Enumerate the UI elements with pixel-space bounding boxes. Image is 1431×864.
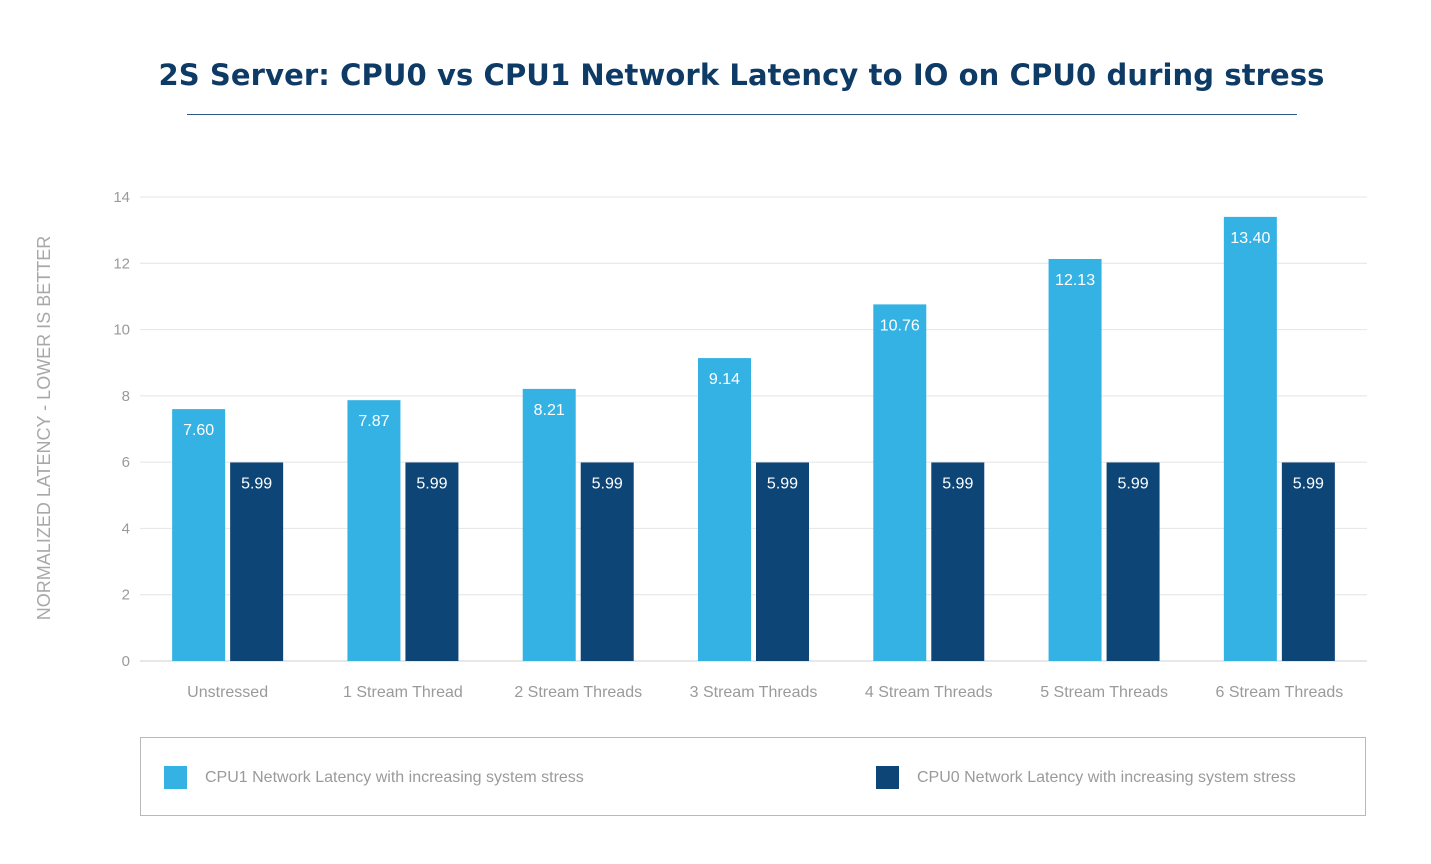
y-tick-label: 4 bbox=[122, 520, 130, 537]
x-tick-label: Unstressed bbox=[187, 684, 268, 701]
data-label: 7.60 bbox=[183, 422, 214, 439]
data-label: 5.99 bbox=[416, 475, 447, 492]
legend: CPU1 Network Latency with increasing sys… bbox=[140, 737, 1366, 816]
x-axis-ticks: Unstressed 1 Stream Thread 2 Stream Thread… bbox=[187, 684, 1343, 701]
y-axis-ticks: 0 2 4 6 8 10 12 14 bbox=[113, 189, 130, 670]
legend-swatch-cpu0 bbox=[876, 766, 899, 789]
title-divider bbox=[187, 114, 1297, 115]
data-label: 8.21 bbox=[534, 402, 565, 419]
bar-cpu0 bbox=[931, 462, 985, 661]
gridlines bbox=[140, 196, 1367, 662]
data-label: 5.99 bbox=[767, 475, 798, 492]
legend-label-cpu1: CPU1 Network Latency with increasing sys… bbox=[205, 768, 584, 786]
data-label: 9.14 bbox=[709, 371, 740, 388]
legend-item-cpu1: CPU1 Network Latency with increasing sys… bbox=[164, 766, 584, 789]
legend-label-cpu0: CPU0 Network Latency with increasing sys… bbox=[917, 768, 1296, 786]
y-axis-label: NORMALIZED LATENCY - LOWER IS BETTER bbox=[34, 236, 54, 620]
bars: 7.60 5.99 7.87 5.99 8.21 5.99 9.14 5.99 10.76 5.9… bbox=[172, 216, 1335, 661]
data-label: 5.99 bbox=[1118, 475, 1149, 492]
data-label: 5.99 bbox=[942, 475, 973, 492]
legend-item-cpu0: CPU0 Network Latency with increasing sys… bbox=[876, 766, 1296, 789]
y-tick-label: 8 bbox=[122, 388, 130, 405]
y-tick-label: 14 bbox=[113, 189, 130, 206]
bar-cpu1 bbox=[1048, 258, 1102, 661]
y-tick-label: 12 bbox=[113, 255, 130, 272]
bar-cpu1 bbox=[873, 304, 927, 661]
x-tick-label: 5 Stream Threads bbox=[1040, 684, 1168, 701]
data-label: 12.13 bbox=[1055, 272, 1095, 289]
data-label: 5.99 bbox=[241, 475, 272, 492]
bar-chart: 0 2 4 6 8 10 12 14 NORMALIZED LATENCY - LOWER I… bbox=[34, 189, 1367, 701]
bar-cpu0 bbox=[405, 462, 459, 661]
y-tick-label: 6 bbox=[122, 454, 130, 471]
data-label: 7.87 bbox=[358, 413, 389, 430]
bar-cpu1 bbox=[522, 388, 576, 661]
legend-swatch-cpu1 bbox=[164, 766, 187, 789]
data-label: 10.76 bbox=[880, 317, 920, 334]
bar-cpu0 bbox=[230, 462, 284, 661]
data-label: 5.99 bbox=[1293, 475, 1324, 492]
x-tick-label: 2 Stream Threads bbox=[514, 684, 642, 701]
y-tick-label: 0 bbox=[122, 653, 130, 670]
bar-cpu1 bbox=[1223, 216, 1277, 661]
chart-title: 2S Server: CPU0 vs CPU1 Network Latency … bbox=[158, 58, 1325, 92]
x-tick-label: 1 Stream Thread bbox=[343, 684, 463, 701]
bar-cpu1 bbox=[698, 358, 751, 661]
bar-cpu0 bbox=[1106, 462, 1160, 661]
bar-cpu0 bbox=[756, 462, 809, 661]
x-tick-label: 6 Stream Threads bbox=[1215, 684, 1343, 701]
bar-cpu0 bbox=[1281, 462, 1335, 661]
x-tick-label: 3 Stream Threads bbox=[690, 684, 818, 701]
data-label: 5.99 bbox=[592, 475, 623, 492]
bar-cpu1 bbox=[172, 409, 226, 661]
y-tick-label: 10 bbox=[113, 322, 130, 339]
x-tick-label: 4 Stream Threads bbox=[865, 684, 993, 701]
bar-cpu1 bbox=[347, 400, 401, 661]
data-label: 13.40 bbox=[1230, 230, 1270, 247]
bar-cpu0 bbox=[580, 462, 634, 661]
y-tick-label: 2 bbox=[122, 587, 130, 604]
